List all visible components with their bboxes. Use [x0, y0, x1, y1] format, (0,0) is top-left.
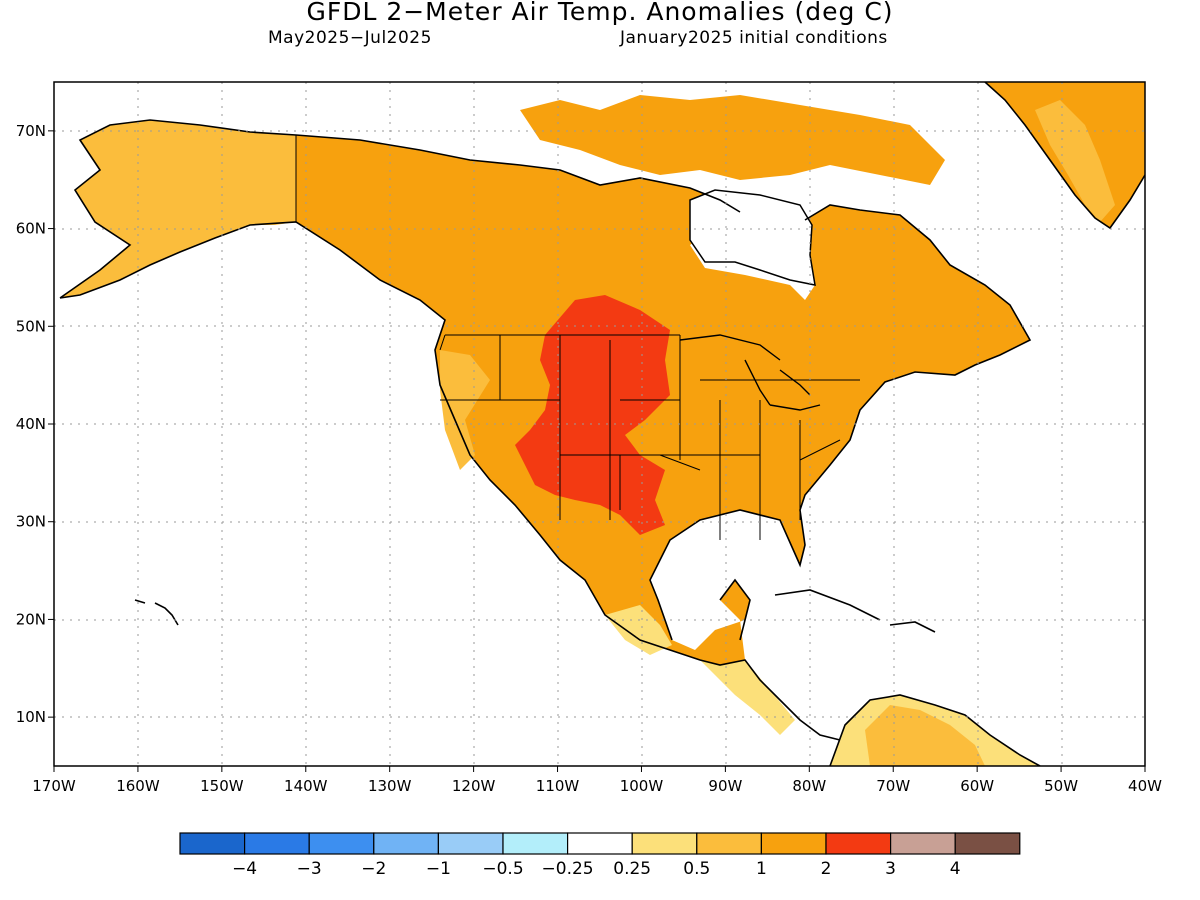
colorbar-swatch	[244, 832, 310, 855]
latitude-axis: 70N 60N 50N 40N 30N 20N 10N	[16, 122, 54, 726]
colorbar-swatch	[954, 832, 1021, 855]
lon-tick-label: 170W	[32, 777, 76, 795]
colorbar-label: −1	[426, 859, 451, 879]
initial-conditions: January2025 initial conditions	[620, 28, 888, 48]
hudson-bay	[689, 189, 816, 286]
lon-tick-label: 120W	[452, 777, 496, 795]
lon-tick-label: 140W	[284, 777, 328, 795]
colorbar-label: 2	[821, 859, 832, 879]
colorbar-label: −0.25	[542, 859, 594, 879]
colorbar-swatch	[760, 832, 827, 855]
yucatan-outline	[719, 578, 751, 641]
colorbar-swatch	[437, 832, 504, 855]
hispaniola-outline	[889, 621, 936, 633]
map-title: GFDL 2−Meter Air Temp. Anomalies (deg C)	[306, 0, 894, 26]
lat-tick-label: 40N	[16, 415, 46, 433]
west-coast-light-region	[440, 350, 490, 470]
colorbar-swatch	[889, 832, 956, 855]
colorbar-label: −3	[297, 859, 322, 879]
colorbar-label: −0.5	[482, 859, 523, 879]
colorbar-swatch	[696, 832, 762, 855]
greenland-outline	[984, 82, 1145, 230]
south-america-medium-region	[865, 705, 985, 766]
map-gridlines	[54, 82, 1145, 766]
colorbar-swatch	[179, 832, 246, 855]
colorbar-label: 0.5	[683, 859, 710, 879]
lon-tick-label: 150W	[200, 777, 244, 795]
lat-tick-label: 20N	[16, 610, 46, 628]
lat-tick-label: 60N	[16, 220, 46, 238]
lon-tick-label: 80W	[792, 777, 826, 795]
colorbar-swatch	[566, 832, 633, 855]
lon-tick-label: 160W	[116, 777, 160, 795]
lon-tick-label: 130W	[368, 777, 412, 795]
central-america-light-region	[700, 660, 795, 735]
north-america-coastline	[59, 119, 1032, 741]
colorbar-label: 1	[756, 859, 767, 879]
central-us-heat-core-region	[515, 295, 670, 535]
lon-tick-label: 40W	[1128, 777, 1162, 795]
forecast-period: May2025−Jul2025	[268, 28, 432, 48]
political-borders	[295, 135, 860, 540]
lon-tick-label: 50W	[1044, 777, 1078, 795]
colorbar-swatch	[631, 832, 698, 855]
hawaii-outline	[134, 599, 179, 626]
lon-tick-label: 110W	[536, 777, 580, 795]
lat-tick-label: 30N	[16, 513, 46, 531]
cuba-outline	[774, 589, 881, 621]
colorbar-label: 4	[950, 859, 961, 879]
lat-tick-label: 50N	[16, 317, 46, 335]
colorbar-swatch	[502, 832, 569, 855]
colorbar-swatch	[373, 832, 439, 855]
lon-tick-label: 100W	[620, 777, 664, 795]
longitude-axis: 170W 160W 150W 140W 130W 120W 110W 100W 90W 80W 70…	[32, 766, 1162, 795]
mexico-light-region	[605, 605, 672, 655]
lon-tick-label: 60W	[960, 777, 994, 795]
map-area	[54, 82, 1145, 766]
great-lakes-outline	[679, 334, 821, 411]
alaska-anomaly-region	[60, 120, 296, 298]
colorbar-label: 3	[885, 859, 896, 879]
colorbar-label: 0.25	[613, 859, 651, 879]
lat-tick-label: 10N	[16, 708, 46, 726]
colorbar-label: −4	[232, 859, 257, 879]
colorbar-swatch	[308, 832, 375, 855]
south-america-coastline	[829, 694, 1041, 766]
lon-tick-label: 70W	[876, 777, 910, 795]
colorbar-swatch	[825, 832, 892, 855]
lat-tick-label: 70N	[16, 122, 46, 140]
lon-tick-label: 90W	[708, 777, 742, 795]
colorbar: −4 −3 −2 −1 −0.5 −0.25 0.25 0.5 1 2 3 4	[179, 832, 1021, 879]
colorbar-label: −2	[361, 859, 386, 879]
canada-arctic-islands-region	[520, 95, 945, 185]
